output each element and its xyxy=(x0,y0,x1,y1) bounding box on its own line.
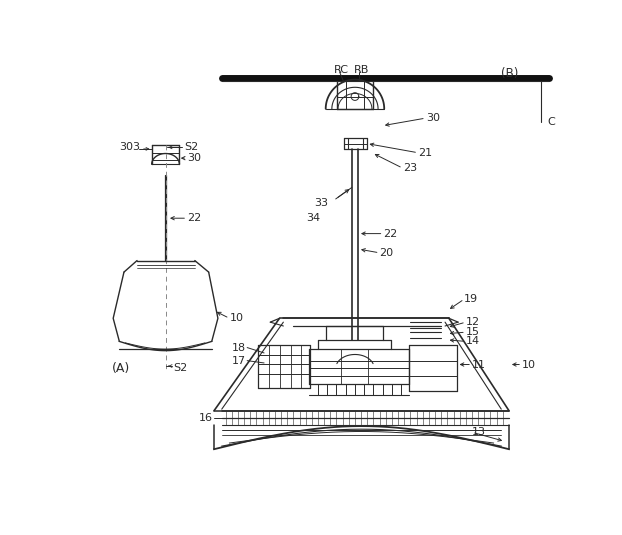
Text: 30: 30 xyxy=(426,113,440,123)
Text: C: C xyxy=(547,117,555,127)
Text: 16: 16 xyxy=(198,414,213,423)
Text: 23: 23 xyxy=(402,163,417,173)
Text: 30: 30 xyxy=(187,153,201,163)
Text: 303: 303 xyxy=(119,142,141,152)
Text: S2: S2 xyxy=(184,142,198,152)
Text: 33: 33 xyxy=(314,198,328,208)
Text: (B): (B) xyxy=(501,67,519,80)
Text: (A): (A) xyxy=(111,362,130,375)
Text: RB: RB xyxy=(353,65,369,75)
Text: RC: RC xyxy=(333,65,348,75)
Text: 12: 12 xyxy=(466,317,480,327)
Text: 22: 22 xyxy=(383,228,397,239)
Text: 22: 22 xyxy=(187,213,202,223)
Text: 19: 19 xyxy=(464,294,478,304)
Text: 11: 11 xyxy=(472,360,486,370)
Text: 14: 14 xyxy=(466,337,480,346)
Text: 20: 20 xyxy=(379,248,394,258)
Text: 34: 34 xyxy=(307,213,320,223)
Text: 17: 17 xyxy=(232,356,246,365)
Text: 18: 18 xyxy=(232,342,246,353)
Text: 13: 13 xyxy=(472,427,486,437)
Text: 21: 21 xyxy=(418,148,432,158)
Text: S2: S2 xyxy=(174,363,187,373)
Text: 10: 10 xyxy=(522,360,536,370)
Text: 15: 15 xyxy=(466,327,480,337)
Text: 10: 10 xyxy=(230,314,243,323)
